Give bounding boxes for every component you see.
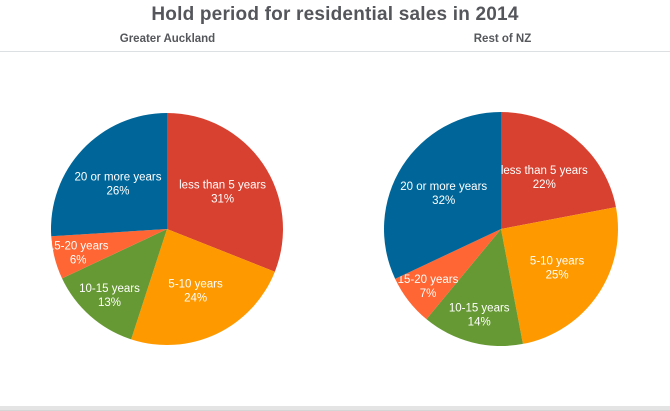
page-title: Hold period for residential sales in 201… xyxy=(151,4,519,25)
pie-subtitle-greater-auckland: Greater Auckland xyxy=(119,33,216,45)
pie-slice-label-15-20-years: 15-20 years 7% xyxy=(398,274,459,300)
horizontal-scrollbar[interactable] xyxy=(0,406,670,411)
pie-chart-greater-auckland: less than 5 years 31% 5-10 years 24% 10-15 y… xyxy=(48,113,283,345)
pie-slice-less-than-5-years[interactable] xyxy=(167,113,283,272)
pie-subtitle-rest-of-nz: Rest of NZ xyxy=(473,33,532,45)
pie-slice-15-20-years[interactable] xyxy=(51,229,168,279)
pie-slice-label-5-10-years: 5-10 years 25% xyxy=(530,256,585,282)
pie-slice-label-20-or-more-years: 20 or more years 32% xyxy=(400,181,487,207)
pie-slice-10-15-years[interactable] xyxy=(62,229,167,340)
pie-slice-label-10-15-years: 10-15 years 13% xyxy=(79,283,140,309)
pie-slice-label-5-10-years: 5-10 years 24% xyxy=(168,278,223,304)
pie-chart-rest-of-nz: less than 5 years 22% 5-10 years 25% 10-15 y… xyxy=(384,112,619,347)
pie-slice-20-or-more-years[interactable] xyxy=(51,113,167,237)
pie-slice-label-less-than-5-years: less than 5 years 22% xyxy=(501,165,588,191)
pie-slice-15-20-years[interactable] xyxy=(395,229,501,320)
pie-slice-label-15-20-years: 15-20 years 6% xyxy=(48,240,109,266)
pie-slice-less-than-5-years[interactable] xyxy=(501,112,616,229)
pie-slice-label-10-15-years: 10-15 years 14% xyxy=(449,303,510,329)
pie-slice-label-20-or-more-years: 20 or more years 26% xyxy=(75,171,162,197)
pie-slice-5-10-years[interactable] xyxy=(131,229,275,345)
pie-slice-20-or-more-years[interactable] xyxy=(384,112,501,279)
pie-slice-10-15-years[interactable] xyxy=(426,229,523,347)
header-divider-line xyxy=(0,51,670,52)
pie-slice-5-10-years[interactable] xyxy=(501,207,619,344)
pie-slice-label-less-than-5-years: less than 5 years 31% xyxy=(179,180,266,206)
